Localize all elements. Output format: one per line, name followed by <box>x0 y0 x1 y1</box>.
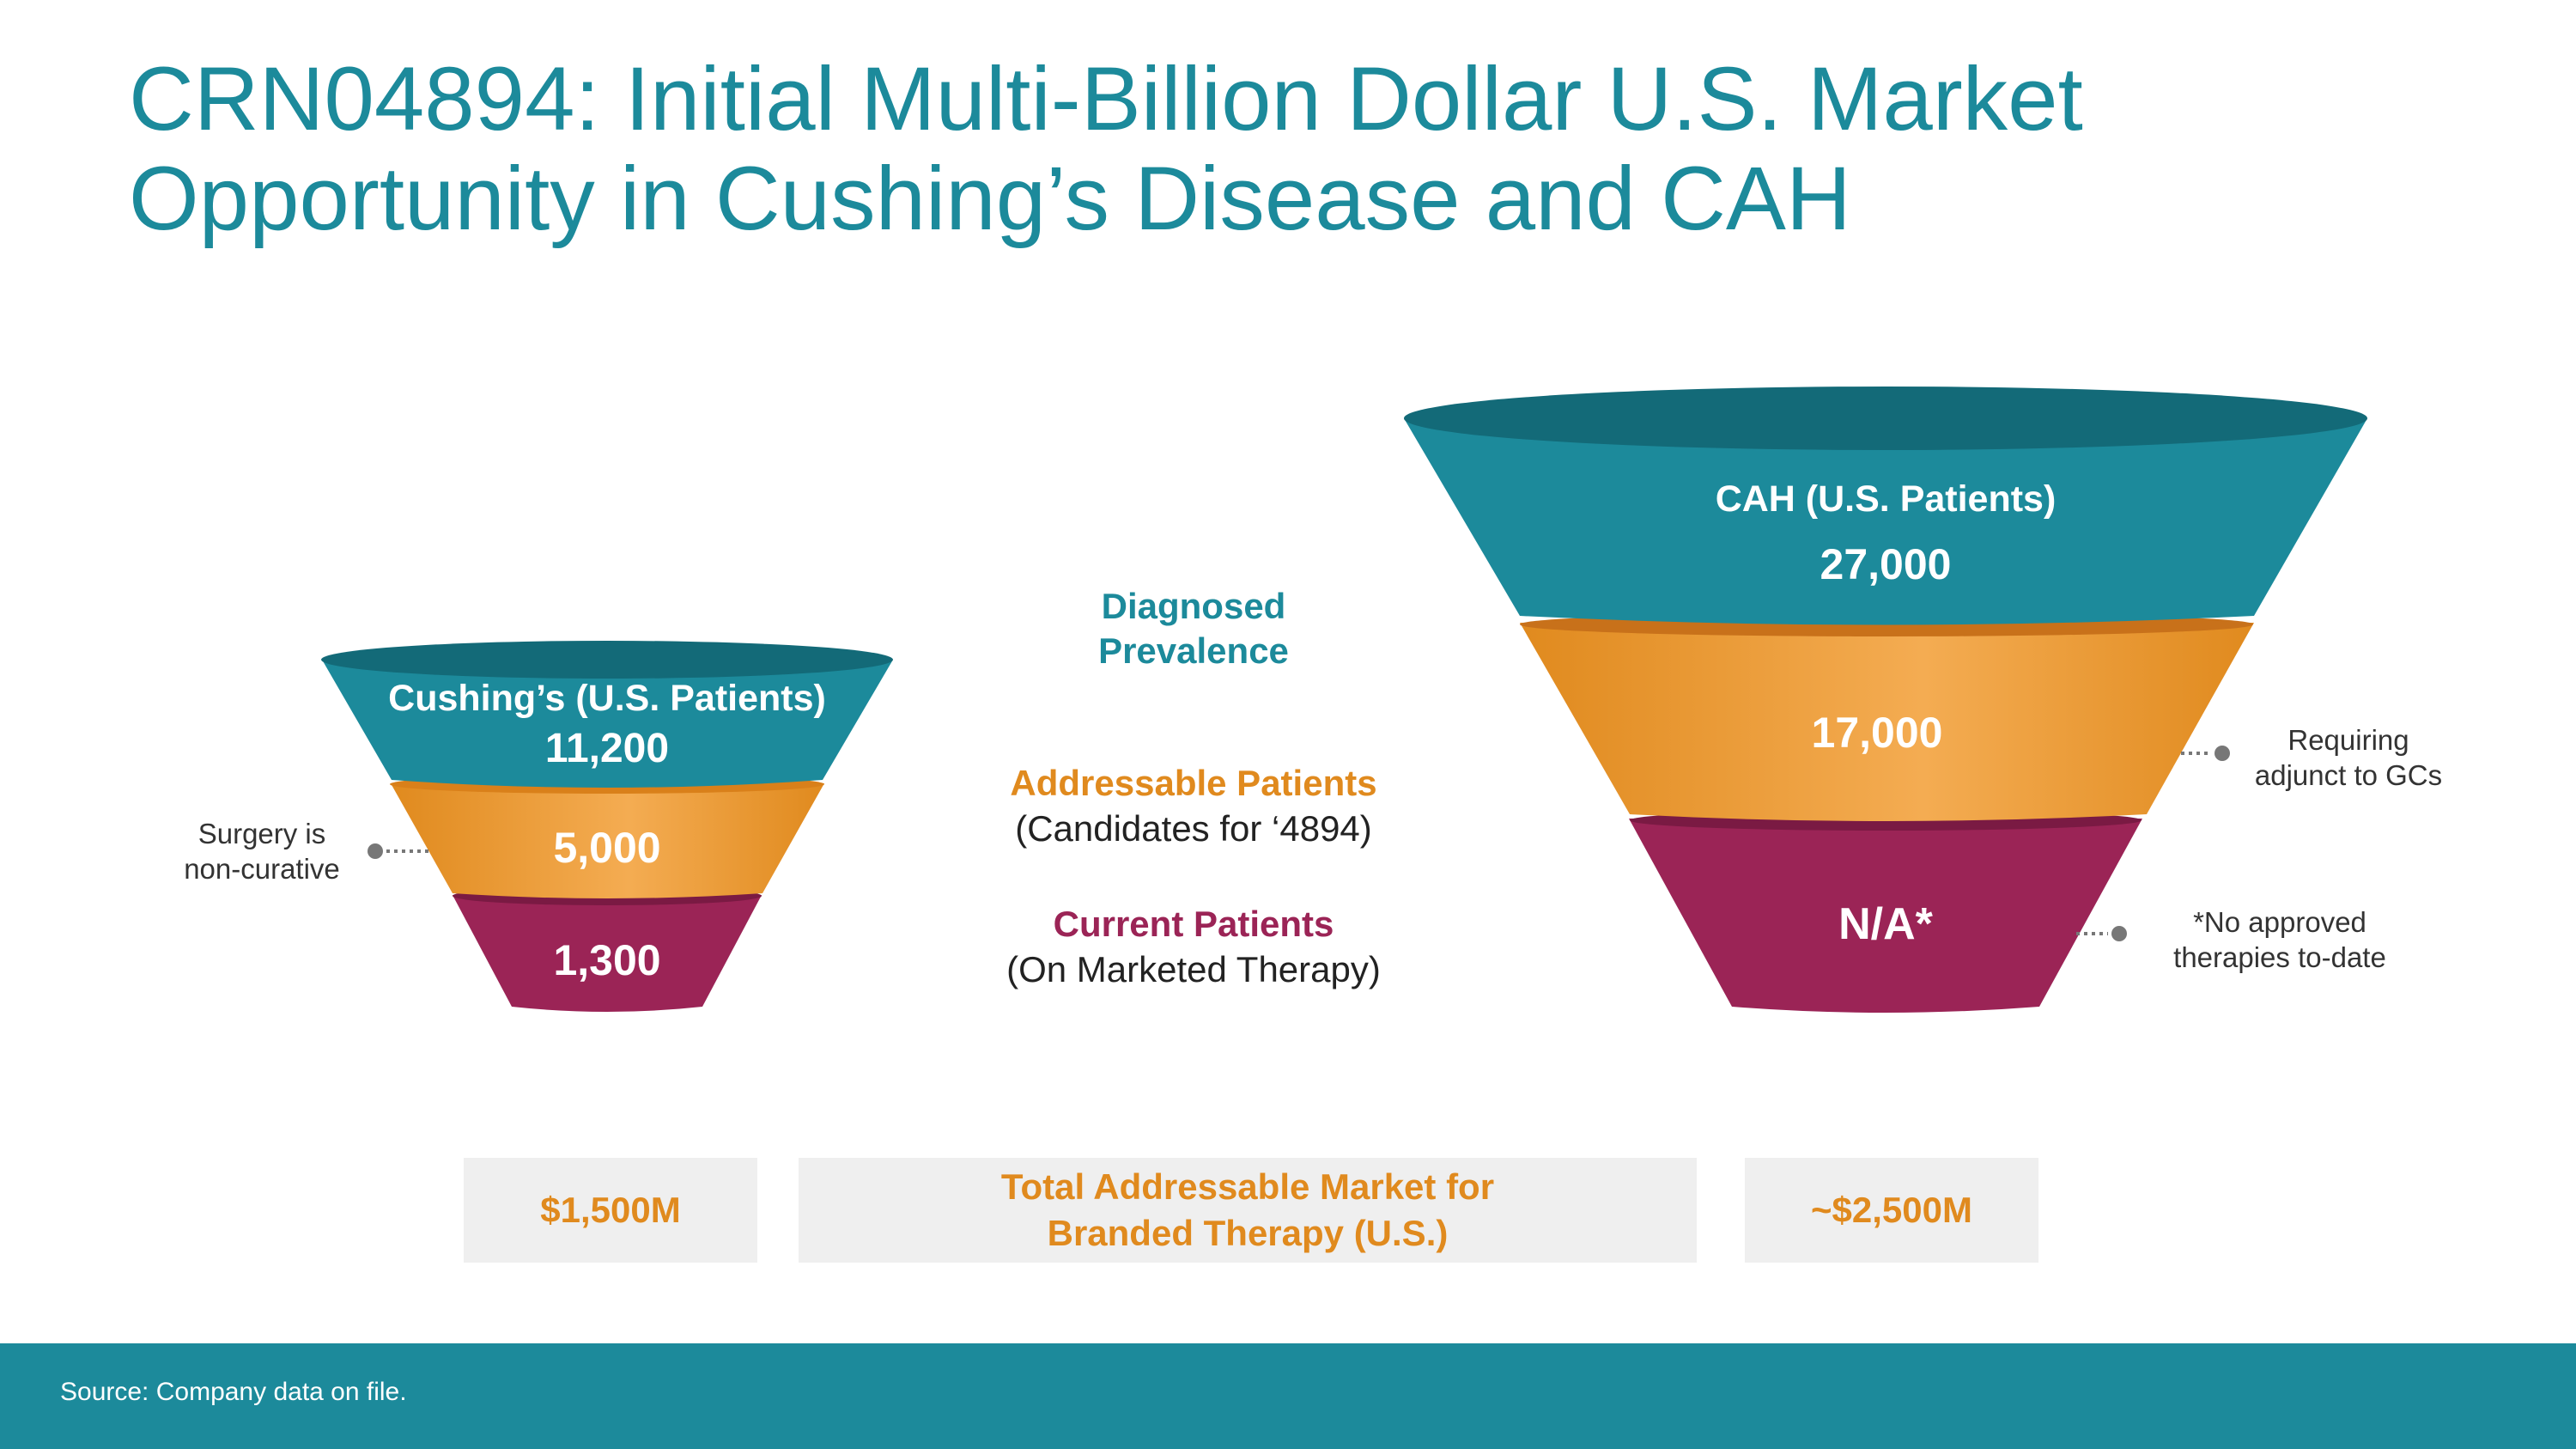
note-line1: Surgery is <box>197 818 326 849</box>
legend-addressable-title: Addressable Patients <box>1010 763 1377 803</box>
callout-dot <box>2111 926 2127 941</box>
cushings-tam-box: $1,500M <box>464 1158 757 1263</box>
legend-current-title: Current Patients <box>1053 904 1334 944</box>
legend-current-subtitle: (On Marketed Therapy) <box>1006 949 1381 989</box>
callout-dot <box>368 843 383 859</box>
cah-tam-box: ~$2,500M <box>1745 1158 2038 1263</box>
page-title-line2: Opportunity in Cushing’s Disease and CAH <box>129 149 1851 249</box>
cushings-funnel <box>321 641 893 1012</box>
cah-current-value: N/A* <box>1838 899 1933 949</box>
cah-diagnosed-value: 27,000 <box>1820 540 1952 588</box>
note-line2: non-curative <box>184 853 340 885</box>
cushings-current-tier <box>453 895 762 1012</box>
cushings-header-label: Cushing’s (U.S. Patients) <box>388 678 826 719</box>
cah-addressable-value: 17,000 <box>1811 709 1943 757</box>
cushings-addressable-value: 5,000 <box>553 824 661 872</box>
cushings-surgery-note: Surgery is non-curative <box>142 816 382 886</box>
legend-addressable-subtitle: (Candidates for ‘4894) <box>1015 808 1372 849</box>
note-line2: adjunct to GCs <box>2254 759 2443 791</box>
callout-connectors <box>368 746 2230 941</box>
cah-header-label: CAH (U.S. Patients) <box>1715 478 2057 520</box>
callout-dot <box>2215 746 2230 761</box>
tam-label-line2: Branded Therapy (U.S.) <box>1047 1213 1449 1253</box>
cah-approval-note: *No approved therapies to-date <box>2125 904 2434 975</box>
cushings-diagnosed-value: 11,200 <box>544 726 670 771</box>
cushings-current-value: 1,300 <box>553 936 661 984</box>
source-note: Source: Company data on file. <box>60 1378 407 1406</box>
cah-tam-value: ~$2,500M <box>1811 1190 1972 1230</box>
note-line1: Requiring <box>2287 724 2409 756</box>
footer-band <box>0 1343 2576 1449</box>
funnel-diagram <box>321 387 2367 1013</box>
cushings-diagnosed-rim <box>321 641 893 679</box>
note-line2: therapies to-date <box>2173 941 2386 973</box>
legend-diagnosed-line1: Diagnosed <box>1101 586 1286 626</box>
page-title: CRN04894: Initial Multi-Billion Dollar U… <box>129 50 2516 249</box>
legend-addressable: Addressable Patients (Candidates for ‘48… <box>936 761 1451 852</box>
cah-funnel <box>1404 387 2367 1013</box>
page-title-line1: CRN04894: Initial Multi-Billion Dollar U… <box>129 49 2083 149</box>
note-line1: *No approved <box>2193 906 2366 938</box>
tam-label-box: Total Addressable Market for Branded The… <box>799 1158 1697 1263</box>
cah-current-tier <box>1629 819 2142 1013</box>
legend-diagnosed: Diagnosed Prevalence <box>979 584 1408 673</box>
legend-current: Current Patients (On Marketed Therapy) <box>936 902 1451 993</box>
tam-label-line1: Total Addressable Market for <box>1000 1166 1495 1207</box>
cah-diagnosed-rim <box>1404 387 2367 450</box>
cushings-addressable-tier <box>391 783 824 898</box>
legend-diagnosed-line2: Prevalence <box>1098 630 1289 671</box>
cah-gc-note: Requiring adjunct to GCs <box>2207 722 2490 793</box>
cah-addressable-tier <box>1520 623 2254 821</box>
cushings-tam-value: $1,500M <box>540 1190 681 1230</box>
cah-diagnosed-tier <box>1404 418 2367 625</box>
cushings-diagnosed-tier <box>322 660 893 788</box>
